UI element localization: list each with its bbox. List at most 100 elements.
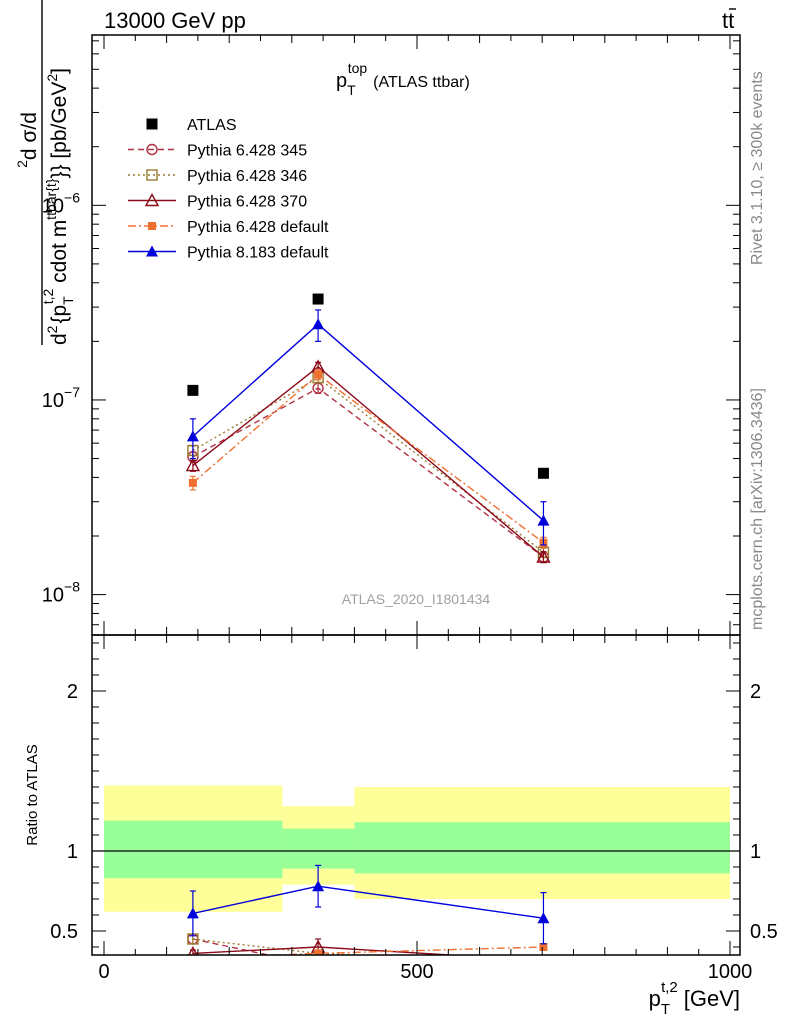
uncertainty-band-inner	[282, 828, 355, 869]
plot-title-main: p	[336, 70, 347, 92]
ratio-y-tick-label-right: 1	[750, 841, 761, 863]
ratio-frame	[91, 634, 741, 956]
legend-entry: Pythia 6.428 346	[128, 168, 307, 185]
process-label: tt	[722, 8, 736, 33]
data-point	[185, 458, 201, 472]
ratio-point	[539, 943, 548, 951]
main-axis-ticks	[92, 35, 740, 635]
legend-marker	[144, 193, 160, 207]
y-label-den-mid: cdot m	[48, 220, 71, 289]
y-label-num-sup: 2	[14, 160, 30, 168]
series-line	[192, 323, 544, 522]
plot-title-sup: top	[348, 60, 368, 76]
ratio-series-pythia-8-183-default	[186, 864, 550, 945]
y-label-den-sup4: 2	[44, 74, 60, 82]
y-label-num: d σ/d	[18, 112, 41, 160]
legend-marker	[146, 143, 158, 156]
series-pythia-6-428-346	[187, 372, 550, 559]
legend-marker	[146, 169, 158, 181]
y-label-den-sup3: ttbar{t}	[43, 178, 59, 220]
plot-title-sub: T	[347, 82, 356, 98]
energy-label: 13000 GeV pp	[104, 8, 246, 33]
y-tick-label-base: 10	[42, 585, 64, 607]
legend-entry: ATLAS	[146, 117, 237, 134]
legend-label: Pythia 6.428 370	[187, 194, 307, 211]
ratio-line	[258, 946, 544, 955]
y-label-den-sup2: t,2	[40, 288, 56, 304]
x-label-sub: T	[661, 1001, 670, 1018]
series-pythia-6-428-370	[185, 359, 551, 564]
rivet-label: Rivet 3.1.10, ≥ 300k events	[749, 71, 766, 265]
ratio-y-tick-label-right: 2	[750, 681, 761, 703]
uncertainty-band-inner	[354, 822, 730, 874]
legend: ATLAS Pythia 6.428 345 Pythia 6.428 346 Pyt…	[128, 117, 329, 262]
y-tick-label: 10−7	[42, 384, 80, 412]
ratio-y-tick-label-left: 0.5	[50, 921, 78, 943]
x-label-unit: [GeV]	[684, 986, 740, 1011]
x-axis-label: pTt,2 [GeV]	[649, 979, 740, 1018]
y-label-denominator: d2{pTt,2 cdot mttbar{t}}} [pb/GeV2]	[40, 68, 76, 345]
data-point	[312, 318, 325, 330]
x-label-main: p	[649, 986, 661, 1011]
main-y-tick-labels: 10−610−710−8	[42, 189, 80, 606]
analysis-label: ATLAS_2020_I1801434	[342, 591, 491, 607]
y-tick-label: 10−6	[42, 189, 80, 217]
data-point	[537, 467, 549, 479]
ratio-point	[187, 945, 198, 955]
legend-marker	[146, 245, 158, 257]
data-point	[314, 370, 323, 379]
x-tick-label: 500	[400, 961, 433, 983]
y-label-den-close: ]	[48, 68, 71, 74]
series-pythia-8-183-default	[186, 309, 550, 546]
legend-label: ATLAS	[187, 117, 237, 134]
ratio-tick-labels: 0.5 0.5 1 1 2 2 0 500 1000	[50, 681, 778, 983]
legend-label: Pythia 6.428 345	[187, 143, 307, 160]
ratio-y-tick-label-left: 1	[67, 841, 78, 863]
legend-label: Pythia 6.428 346	[187, 168, 307, 185]
series-line	[192, 373, 544, 544]
y-label-den-sub: T	[60, 296, 76, 305]
data-point	[537, 514, 550, 526]
legend-marker	[146, 118, 158, 130]
x-tick-label: 1000	[708, 961, 753, 983]
y-tick-label-exponent: −6	[64, 189, 80, 205]
x-tick-label: 0	[98, 961, 109, 983]
data-point	[186, 430, 199, 442]
legend-entry: Pythia 6.428 370	[128, 193, 307, 211]
ratio-point	[314, 949, 323, 955]
series-pythia-6-428-345	[187, 382, 550, 564]
main-panel: 10−610−710−8 pTtop(ATLAS ttbar) ATLAS_20…	[14, 0, 741, 636]
process-label-base: tt	[722, 8, 734, 33]
y-label-den-pre: d	[48, 333, 71, 345]
series-line	[192, 387, 544, 558]
legend-entry: Pythia 8.183 default	[128, 245, 329, 262]
y-label-den-brace: {p	[48, 305, 71, 324]
ratio-y-tick-label-right: 0.5	[750, 921, 778, 943]
data-point	[312, 293, 324, 305]
ratio-line	[192, 938, 269, 955]
y-tick-label-base: 10	[42, 195, 64, 217]
plot-title: pTtop (ATLAS ttbar)	[336, 60, 470, 98]
ratio-point	[312, 880, 325, 892]
data-point	[187, 384, 199, 396]
data-point	[188, 478, 197, 487]
legend-marker	[148, 222, 156, 230]
legend-label: Pythia 6.428 default	[187, 219, 329, 236]
x-label-sup: t,2	[661, 979, 678, 996]
legend-entry: Pythia 6.428 345	[128, 143, 307, 160]
main-plot-content	[185, 293, 551, 564]
legend-label: Pythia 8.183 default	[187, 245, 329, 262]
main-y-axis-label: 2d σ/d d2{pTt,2 cdot mttbar{t}}} [pb/GeV…	[14, 0, 76, 345]
y-label-numerator: 2d σ/d	[14, 112, 41, 168]
ratio-series-pythia-6-428-default	[188, 943, 548, 955]
mcplots-label: mcplots.cern.ch [arXiv:1306.3436]	[749, 388, 766, 630]
y-tick-label-exponent: −7	[64, 384, 80, 400]
legend-entry: Pythia 6.428 default	[128, 219, 329, 236]
y-label-den-end: }} [pb/GeV	[48, 82, 71, 179]
y-label-den-sup: 2	[44, 325, 60, 333]
series-line	[192, 365, 544, 558]
process-label-text: tt	[722, 8, 734, 33]
y-tick-label-exponent: −8	[64, 579, 80, 595]
series-pythia-6-428-default	[188, 369, 548, 549]
